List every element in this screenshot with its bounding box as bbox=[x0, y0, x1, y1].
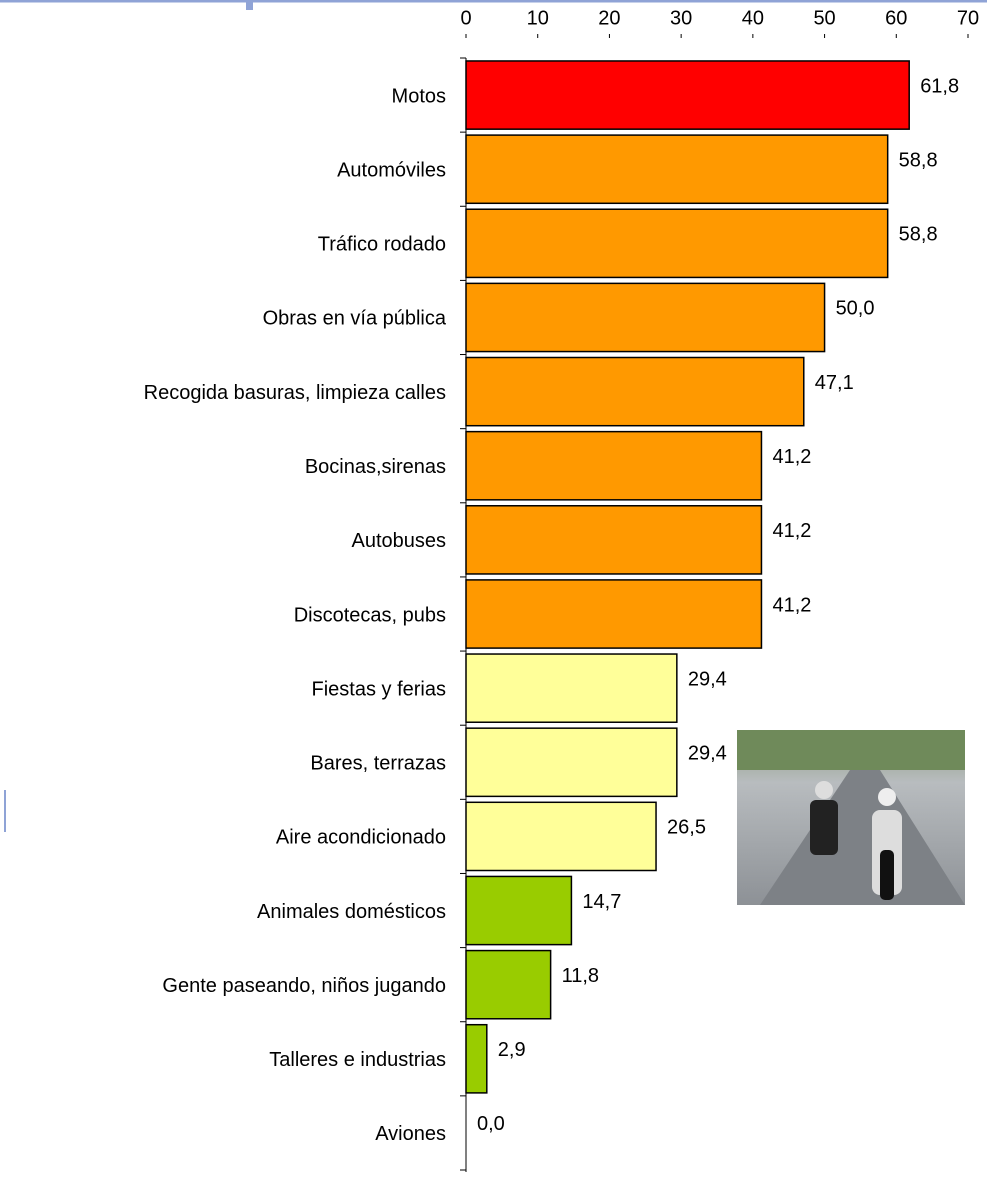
photo bbox=[737, 730, 965, 905]
value-label: 2,9 bbox=[498, 1039, 526, 1061]
y-tick-label: Aire acondicionado bbox=[276, 827, 446, 849]
bar bbox=[465, 875, 573, 946]
y-tick-label: Animales domésticos bbox=[257, 901, 446, 923]
bar bbox=[465, 801, 657, 872]
y-tick-label: Tráfico rodado bbox=[318, 234, 446, 256]
x-tick-label: 50 bbox=[813, 7, 835, 29]
y-tick-label: Autobuses bbox=[351, 530, 446, 552]
x-tick-label: 10 bbox=[527, 7, 549, 29]
value-label: 50,0 bbox=[836, 298, 875, 320]
y-tick-label: Aviones bbox=[375, 1123, 446, 1145]
bar bbox=[465, 430, 763, 501]
bar bbox=[465, 356, 805, 427]
bar bbox=[465, 653, 678, 723]
y-tick-label: Bares, terrazas bbox=[310, 753, 446, 775]
bar bbox=[465, 208, 889, 279]
y-tick-label: Gente paseando, niños jugando bbox=[162, 975, 446, 997]
bar bbox=[465, 727, 678, 798]
value-label: 26,5 bbox=[667, 817, 706, 839]
x-tick-label: 70 bbox=[957, 7, 979, 29]
y-tick-label: Fiestas y ferias bbox=[312, 678, 446, 700]
bar bbox=[465, 949, 552, 1020]
y-tick-label: Obras en vía pública bbox=[263, 308, 447, 330]
bar bbox=[465, 60, 910, 130]
x-tick-label: 20 bbox=[598, 7, 620, 29]
slide-mark bbox=[246, 0, 253, 10]
bar bbox=[465, 505, 763, 575]
value-label: 0,0 bbox=[477, 1113, 505, 1135]
value-label: 41,2 bbox=[772, 594, 811, 616]
value-label: 41,2 bbox=[772, 446, 811, 468]
bar bbox=[465, 134, 889, 205]
value-label: 14,7 bbox=[582, 891, 621, 913]
bar bbox=[465, 282, 826, 353]
y-tick-label: Automóviles bbox=[337, 159, 446, 181]
value-label: 58,8 bbox=[899, 224, 938, 246]
y-tick-label: Recogida basuras, limpieza calles bbox=[144, 382, 446, 404]
value-label: 11,8 bbox=[562, 965, 599, 987]
y-tick-label: Bocinas,sirenas bbox=[305, 456, 446, 478]
value-label: 61,8 bbox=[920, 75, 959, 97]
x-tick-label: 40 bbox=[742, 7, 764, 29]
x-tick-label: 60 bbox=[885, 7, 907, 29]
value-label: 29,4 bbox=[688, 668, 727, 690]
value-label: 41,2 bbox=[772, 520, 811, 542]
bar bbox=[465, 1023, 488, 1094]
bar bbox=[465, 579, 763, 649]
value-label: 47,1 bbox=[815, 372, 854, 394]
value-label: 58,8 bbox=[899, 149, 938, 171]
y-tick-label: Motos bbox=[392, 85, 446, 107]
x-tick-label: 30 bbox=[670, 7, 692, 29]
x-tick-label: 0 bbox=[460, 7, 471, 29]
y-tick-label: Talleres e industrias bbox=[269, 1049, 446, 1071]
y-tick-label: Discotecas, pubs bbox=[294, 604, 446, 626]
value-label: 29,4 bbox=[688, 743, 727, 765]
